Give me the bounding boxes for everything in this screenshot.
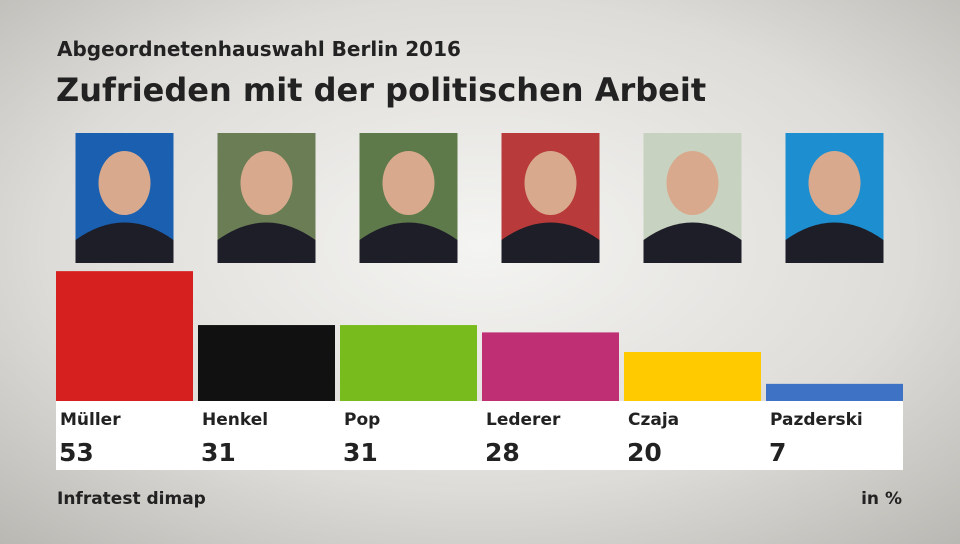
value-label: 7 <box>769 438 786 467</box>
category-label: Pop <box>344 410 380 430</box>
value-label: 28 <box>485 438 520 467</box>
photo-head <box>240 151 293 215</box>
photo-head <box>98 151 151 215</box>
bar <box>340 325 477 401</box>
bar <box>198 325 335 401</box>
source: Infratest dimap <box>57 489 206 509</box>
category-label: Müller <box>60 410 121 430</box>
category-label: Henkel <box>202 410 268 430</box>
photo-body <box>217 222 316 263</box>
bar <box>482 332 619 401</box>
chart-subtitle: Abgeordnetenhauswahl Berlin 2016 <box>57 37 461 61</box>
photo-head <box>382 151 435 215</box>
bar <box>624 352 761 401</box>
value-label: 20 <box>627 438 662 467</box>
value-label: 31 <box>201 438 236 467</box>
photo-body <box>359 222 458 263</box>
chart-title: Zufrieden mit der politischen Arbeit <box>56 71 706 109</box>
photo-head <box>808 151 861 215</box>
value-label: 31 <box>343 438 378 467</box>
category-label: Czaja <box>628 410 679 430</box>
photo-head <box>524 151 577 215</box>
unit: in % <box>861 489 902 509</box>
photo-body <box>785 222 884 263</box>
category-label: Lederer <box>486 410 561 430</box>
label-band <box>56 401 903 470</box>
photo-body <box>75 222 174 263</box>
bar <box>766 383 903 401</box>
photo-body <box>643 222 742 263</box>
bar <box>56 271 193 401</box>
category-label: Pazderski <box>770 410 863 430</box>
photo-head <box>666 151 719 215</box>
value-label: 53 <box>59 438 94 467</box>
photo-body <box>501 222 600 263</box>
